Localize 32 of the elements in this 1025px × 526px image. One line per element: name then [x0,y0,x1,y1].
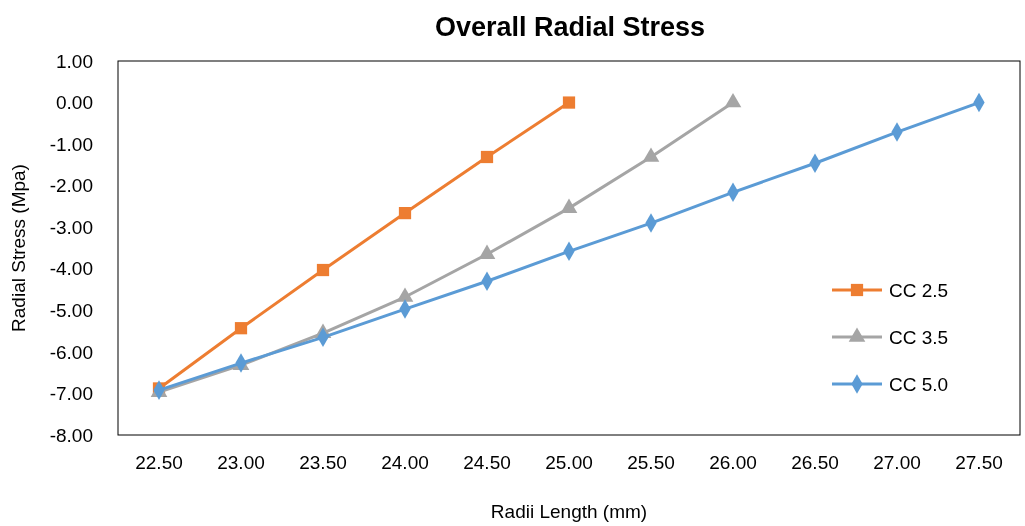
legend-label: CC 2.5 [889,279,949,301]
x-tick-label: 23.50 [299,452,347,473]
point [480,150,494,164]
y-axis-title: Radial Stress (Mpa) [8,164,29,332]
y-tick-label: 1.00 [56,50,93,72]
point [562,96,576,109]
chart-title: Overall Radial Stress [434,12,706,42]
y-tick-label: -8.00 [49,424,93,446]
legend-label: CC 5.0 [889,373,949,395]
x-tick-label: 25.00 [545,452,593,473]
y-tick-label: -7.00 [49,383,93,405]
y-tick-label: -1.00 [49,133,93,155]
x-tick-label: 27.00 [873,452,921,473]
x-tick-label: 26.00 [709,452,757,473]
x-tick-label: 27.50 [955,452,1003,473]
point [234,322,248,335]
x-tick-label: 26.50 [791,452,839,473]
point [316,263,330,277]
x-tick-label: 24.00 [381,452,429,473]
x-tick-label: 25.50 [627,452,675,473]
x-tick-label: 24.50 [463,452,511,473]
x-axis-title: Radii Length (mm) [490,501,648,522]
y-tick-label: -5.00 [49,299,93,321]
y-tick-label: -6.00 [49,341,93,363]
point [398,206,412,220]
legend-label: CC 3.5 [889,326,949,348]
x-tick-label: 23.00 [217,452,265,473]
y-tick-label: -4.00 [49,258,93,280]
y-tick-label: -2.00 [49,175,93,197]
x-tick-label: 22.50 [135,452,183,473]
y-tick-label: 0.00 [56,92,93,114]
y-tick-label: -3.00 [49,216,93,238]
